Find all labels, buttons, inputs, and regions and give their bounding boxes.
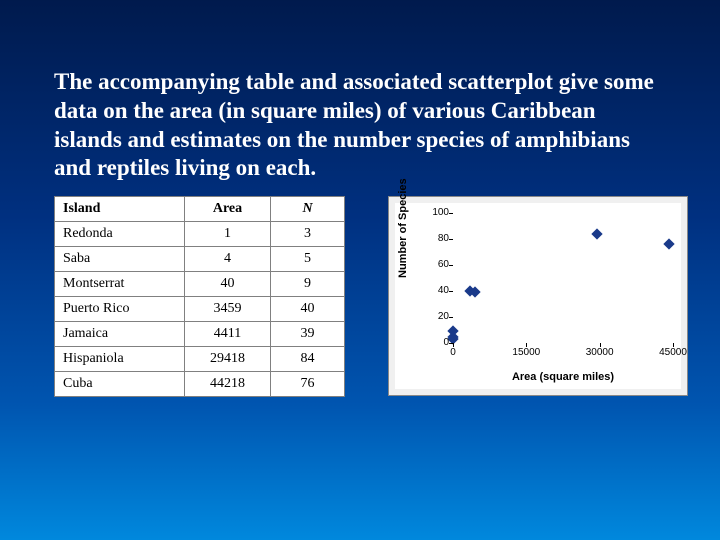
- table-header-n: N: [271, 197, 345, 222]
- x-tick-label: 45000: [659, 347, 687, 358]
- y-tick-label: 20: [427, 311, 449, 322]
- table-cell: Cuba: [55, 372, 185, 397]
- y-tick-label: 40: [427, 285, 449, 296]
- table-cell: 3459: [185, 297, 271, 322]
- x-tick-label: 30000: [586, 347, 614, 358]
- plot-area: [453, 213, 673, 343]
- table-row: Puerto Rico345940: [55, 297, 345, 322]
- table-cell: 76: [271, 372, 345, 397]
- table-cell: 40: [271, 297, 345, 322]
- scatterplot-container: Number of Species Area (square miles) 02…: [388, 196, 688, 396]
- table-cell: 84: [271, 347, 345, 372]
- table-cell: 5: [271, 247, 345, 272]
- table-cell: 3: [271, 222, 345, 247]
- x-tick-label: 15000: [512, 347, 540, 358]
- table-cell: Redonda: [55, 222, 185, 247]
- table-cell: 1: [185, 222, 271, 247]
- table-row: Jamaica441139: [55, 322, 345, 347]
- table-header-island: Island: [55, 197, 185, 222]
- table-row: Montserrat409: [55, 272, 345, 297]
- y-tick-label: 0: [427, 337, 449, 348]
- y-tick-label: 80: [427, 233, 449, 244]
- y-tick-label: 100: [427, 207, 449, 218]
- table-row: Hispaniola2941884: [55, 347, 345, 372]
- y-tick-label: 60: [427, 259, 449, 270]
- table-cell: Montserrat: [55, 272, 185, 297]
- y-axis-label: Number of Species: [397, 178, 409, 278]
- scatter-point: [591, 228, 602, 239]
- table-header-area: Area: [185, 197, 271, 222]
- table-row: Cuba4421876: [55, 372, 345, 397]
- table-cell: Hispaniola: [55, 347, 185, 372]
- table-cell: 29418: [185, 347, 271, 372]
- data-table: IslandAreaN Redonda13Saba45Montserrat409…: [54, 196, 345, 397]
- table-cell: 39: [271, 322, 345, 347]
- x-tick-label: 0: [450, 347, 456, 358]
- chart-inner: Number of Species Area (square miles) 02…: [395, 203, 681, 389]
- table-cell: 4411: [185, 322, 271, 347]
- table-row: Saba45: [55, 247, 345, 272]
- table-row: Redonda13: [55, 222, 345, 247]
- data-table-container: IslandAreaN Redonda13Saba45Montserrat409…: [54, 196, 345, 397]
- x-axis-label: Area (square miles): [453, 371, 673, 383]
- table-cell: Jamaica: [55, 322, 185, 347]
- table-cell: 4: [185, 247, 271, 272]
- table-cell: Puerto Rico: [55, 297, 185, 322]
- table-cell: 9: [271, 272, 345, 297]
- table-cell: Saba: [55, 247, 185, 272]
- table-cell: 44218: [185, 372, 271, 397]
- table-cell: 40: [185, 272, 271, 297]
- intro-text: The accompanying table and associated sc…: [54, 68, 666, 183]
- scatter-point: [664, 239, 675, 250]
